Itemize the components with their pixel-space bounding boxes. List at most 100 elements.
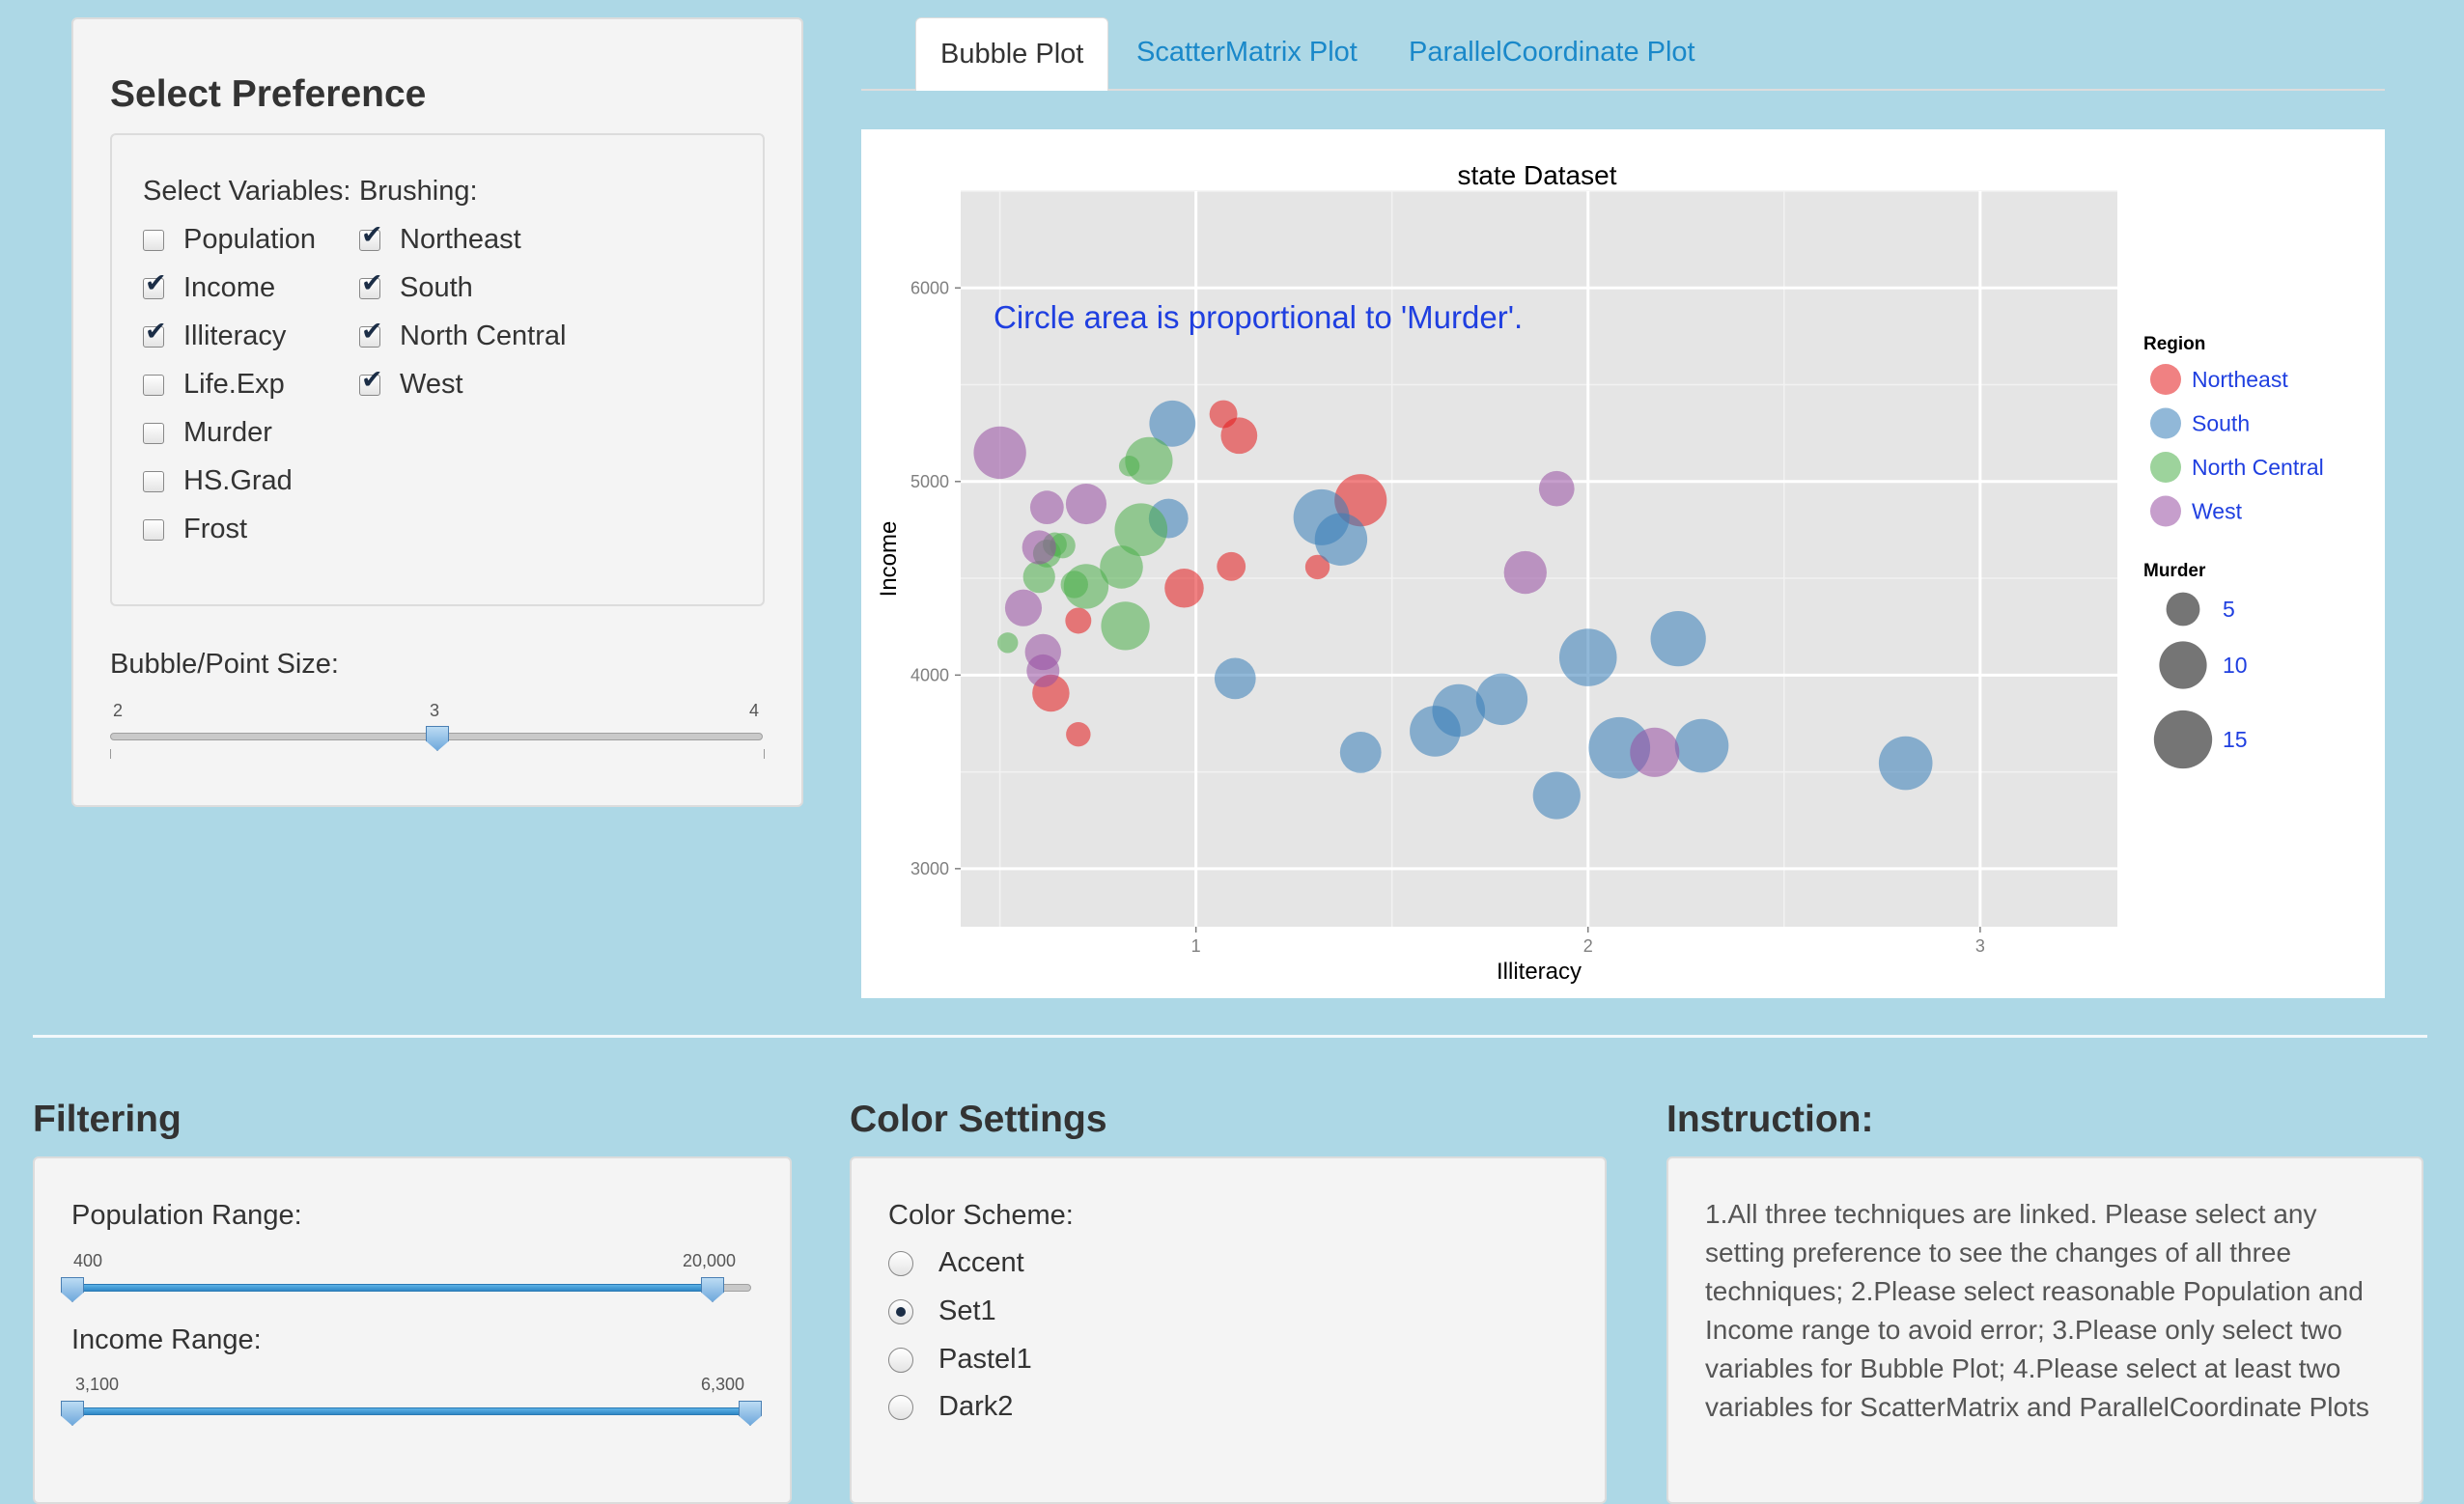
bubble-north-central[interactable]	[1114, 503, 1168, 557]
legend-region-title: Region	[2143, 334, 2205, 354]
checkbox-label: South	[400, 272, 473, 303]
checkbox-box[interactable]	[143, 518, 164, 541]
x-tick-label: 3	[1975, 936, 1985, 956]
bubble-north-central[interactable]	[1101, 601, 1150, 651]
bubble-west[interactable]	[1630, 727, 1680, 777]
radio-label: Pastel1	[938, 1344, 1032, 1375]
bubble-west[interactable]	[1004, 589, 1043, 627]
legend-size-label: 15	[2223, 727, 2248, 752]
bubble-northeast[interactable]	[1220, 417, 1258, 455]
variable-checkbox-population[interactable]: Population	[143, 224, 316, 256]
bubble-west[interactable]	[1065, 483, 1107, 525]
checkbox-label: West	[400, 369, 463, 400]
checkbox-box[interactable]	[359, 367, 383, 396]
section-divider	[33, 1035, 2427, 1038]
legend-region-label[interactable]: North Central	[2192, 455, 2324, 480]
size-slider-value: 3	[430, 701, 440, 720]
bubble-north-central[interactable]	[1118, 456, 1140, 477]
bubble-south[interactable]	[1558, 628, 1617, 686]
instruction-title: Instruction:	[1666, 1099, 1874, 1140]
legend-region-label[interactable]: West	[2192, 499, 2243, 524]
bubble-south[interactable]	[1149, 400, 1196, 447]
bubble-northeast[interactable]	[1066, 721, 1091, 747]
select-preference-title: Select Preference	[110, 73, 427, 115]
legend-region-key	[2150, 495, 2181, 527]
radio-accent[interactable]: Accent	[888, 1247, 1024, 1279]
size-slider-minor-ticks	[110, 749, 765, 759]
bubble-north-central[interactable]	[1022, 561, 1055, 594]
color-scheme-label: Color Scheme:	[888, 1200, 1074, 1231]
y-tick-label: 6000	[910, 278, 949, 297]
variable-checkbox-life-exp[interactable]: Life.Exp	[143, 369, 285, 401]
bubble-northeast[interactable]	[1065, 607, 1092, 634]
y-tick-label: 3000	[910, 859, 949, 878]
bubble-northeast[interactable]	[1304, 554, 1330, 580]
checkbox-box[interactable]	[359, 319, 383, 348]
tab-parallelcoordinate-plot[interactable]: ParallelCoordinate Plot	[1409, 37, 1695, 68]
bubble-northeast[interactable]	[1217, 551, 1246, 581]
variable-checkbox-income[interactable]: Income	[143, 270, 275, 304]
radio-set1[interactable]: Set1	[888, 1295, 996, 1327]
population-range-label: Population Range:	[71, 1200, 302, 1231]
brushing-checkbox-northeast[interactable]: Northeast	[359, 222, 521, 256]
bubble-west[interactable]	[973, 426, 1026, 480]
checkbox-box[interactable]	[143, 422, 164, 444]
checkbox-label: Life.Exp	[183, 369, 285, 400]
radio-pastel1[interactable]: Pastel1	[888, 1344, 1032, 1376]
bubble-west[interactable]	[1503, 550, 1547, 595]
population-max-label: 20,000	[683, 1251, 737, 1270]
legend-region-label[interactable]: South	[2192, 411, 2250, 436]
instruction-panel	[1666, 1156, 2423, 1504]
checkbox-box[interactable]	[143, 374, 164, 396]
y-tick-label: 5000	[910, 472, 949, 491]
checkbox-box[interactable]	[143, 319, 167, 348]
brushing-checkbox-north-central[interactable]: North Central	[359, 319, 566, 352]
checkbox-box[interactable]	[359, 222, 383, 251]
checkbox-label: Northeast	[400, 224, 521, 255]
bubble-south[interactable]	[1314, 513, 1368, 566]
variable-checkbox-hs-grad[interactable]: HS.Grad	[143, 465, 293, 497]
instruction-line: techniques; 2.Please select reasonable P…	[1705, 1276, 2364, 1306]
bubble-northeast[interactable]	[1164, 569, 1204, 608]
x-axis-title: Illiteracy	[1497, 959, 1582, 985]
bubble-south[interactable]	[1532, 771, 1581, 820]
checkbox-box[interactable]	[143, 229, 164, 251]
radio-circle[interactable]	[888, 1298, 913, 1324]
bubble-south[interactable]	[1878, 736, 1933, 791]
brushing-checkbox-south[interactable]: South	[359, 270, 473, 304]
bubble-north-central[interactable]	[1060, 571, 1088, 599]
bubble-south[interactable]	[1410, 706, 1461, 757]
bubble-west[interactable]	[1029, 490, 1064, 525]
brushing-checkbox-west[interactable]: West	[359, 367, 463, 401]
bubble-west[interactable]	[1022, 530, 1056, 565]
bubble-north-central[interactable]	[997, 632, 1019, 654]
tab-scattermatrix-plot[interactable]: ScatterMatrix Plot	[1136, 37, 1358, 68]
variable-checkbox-frost[interactable]: Frost	[143, 514, 247, 545]
bubble-west[interactable]	[1538, 470, 1575, 507]
income-slider-fill	[71, 1407, 751, 1415]
radio-circle[interactable]	[888, 1250, 913, 1276]
radio-circle[interactable]	[888, 1347, 913, 1373]
bubble-south[interactable]	[1674, 718, 1729, 773]
checkbox-label: Illiteracy	[183, 320, 287, 351]
variable-checkbox-murder[interactable]: Murder	[143, 417, 272, 449]
checkbox-box[interactable]	[359, 270, 383, 299]
bubble-north-central[interactable]	[1100, 545, 1143, 589]
size-slider-max: 4	[749, 701, 760, 720]
bubble-south[interactable]	[1475, 673, 1528, 726]
bubble-south[interactable]	[1339, 731, 1382, 773]
checkbox-box[interactable]	[143, 270, 167, 299]
legend-region-label[interactable]: Northeast	[2192, 367, 2288, 392]
variable-checkbox-illiteracy[interactable]: Illiteracy	[143, 319, 287, 352]
bubble-west[interactable]	[1026, 654, 1060, 687]
radio-circle[interactable]	[888, 1394, 913, 1420]
tab-bubble-plot[interactable]: Bubble Plot	[915, 17, 1109, 91]
select-variables-label: Select Variables:	[143, 176, 351, 207]
radio-dark2[interactable]: Dark2	[888, 1391, 1013, 1423]
population-slider-fill	[71, 1284, 713, 1292]
instruction-line: setting preference to see the changes of…	[1705, 1238, 2292, 1267]
y-tick-label: 4000	[910, 665, 949, 684]
bubble-south[interactable]	[1650, 610, 1706, 667]
checkbox-box[interactable]	[143, 470, 164, 492]
bubble-south[interactable]	[1214, 657, 1256, 700]
